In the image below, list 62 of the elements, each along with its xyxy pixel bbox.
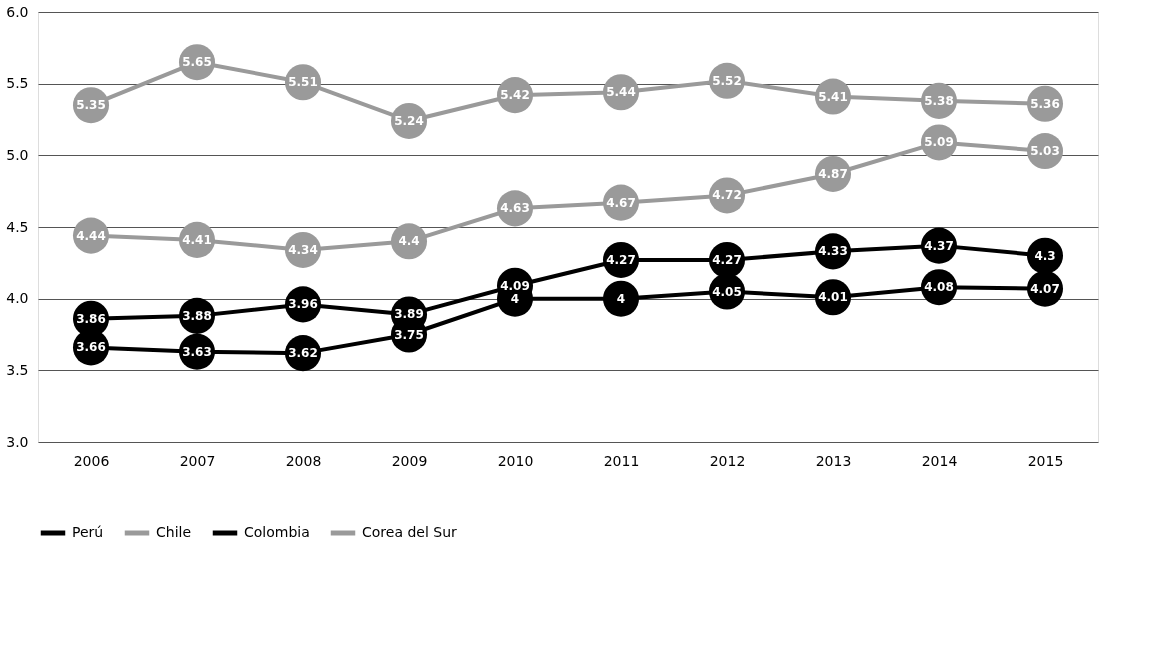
data-label: 4.4 [398, 234, 420, 249]
data-label: 4.34 [288, 242, 318, 257]
x-tick-label: 2008 [285, 452, 322, 469]
x-tick-label: 2011 [603, 452, 640, 469]
data-label: 4.63 [500, 201, 530, 216]
data-label: 3.63 [182, 344, 212, 359]
data-label: 5.09 [924, 135, 954, 150]
y-tick-label: 5.0 [6, 146, 29, 163]
data-label: 4.3 [1034, 248, 1056, 263]
data-label: 5.24 [394, 113, 424, 128]
data-label: 4.09 [500, 278, 530, 293]
data-label: 4 [510, 291, 520, 306]
data-label: 3.88 [182, 308, 212, 323]
data-label: 5.36 [1030, 96, 1060, 111]
data-label: 3.75 [394, 327, 424, 342]
x-tick-label: 2006 [73, 452, 110, 469]
x-tick-label: 2013 [815, 452, 852, 469]
data-label: 5.35 [76, 98, 106, 113]
y-tick-label: 4.5 [6, 218, 29, 235]
x-tick-label: 2009 [391, 452, 428, 469]
x-tick-label: 2012 [709, 452, 746, 469]
data-label: 4.44 [76, 228, 106, 243]
data-label: 4.87 [818, 166, 848, 181]
y-tick-label: 6.0 [6, 3, 29, 20]
point [602, 280, 640, 317]
data-label: 3.96 [288, 297, 318, 312]
data-label: 5.52 [712, 73, 742, 88]
data-label: 5.65 [182, 55, 212, 70]
data-label: 5.42 [500, 88, 530, 103]
y-tick-label: 5.5 [6, 75, 29, 92]
data-label: 3.62 [288, 346, 318, 361]
legend-label: Corea del Sur [362, 524, 458, 540]
data-label: 4.27 [606, 252, 636, 267]
data-label: 4.37 [924, 238, 954, 253]
data-label: 4.08 [924, 280, 954, 295]
data-label: 4.05 [712, 284, 742, 299]
legend-label: Colombia [244, 524, 310, 540]
data-label: 5.03 [1030, 144, 1060, 159]
y-tick-label: 3.0 [6, 433, 29, 450]
data-label: 4.67 [606, 195, 636, 210]
legend-label: Chile [156, 524, 192, 540]
data-label: 5.38 [924, 93, 954, 108]
data-label: 3.86 [76, 311, 106, 326]
data-label: 5.41 [818, 89, 848, 104]
data-label: 4.07 [1030, 281, 1060, 296]
x-tick-label: 2010 [497, 452, 534, 469]
data-label: 4.72 [712, 188, 742, 203]
y-tick-label: 4.0 [6, 290, 29, 307]
data-label: 4.01 [818, 290, 848, 305]
data-label: 4 [616, 291, 626, 306]
legend-label: Perú [72, 524, 104, 540]
x-tick-label: 2014 [921, 452, 958, 469]
data-label: 4.33 [818, 244, 848, 259]
data-label: 3.66 [76, 340, 106, 355]
x-tick-label: 2007 [179, 452, 216, 469]
x-tick-label: 2015 [1027, 452, 1064, 469]
data-label: 4.27 [712, 252, 742, 267]
y-tick-label: 3.5 [6, 361, 29, 378]
data-label: 5.44 [606, 85, 636, 100]
data-label: 5.51 [288, 75, 318, 90]
data-label: 4.41 [182, 232, 212, 247]
data-label: 3.89 [394, 307, 424, 322]
